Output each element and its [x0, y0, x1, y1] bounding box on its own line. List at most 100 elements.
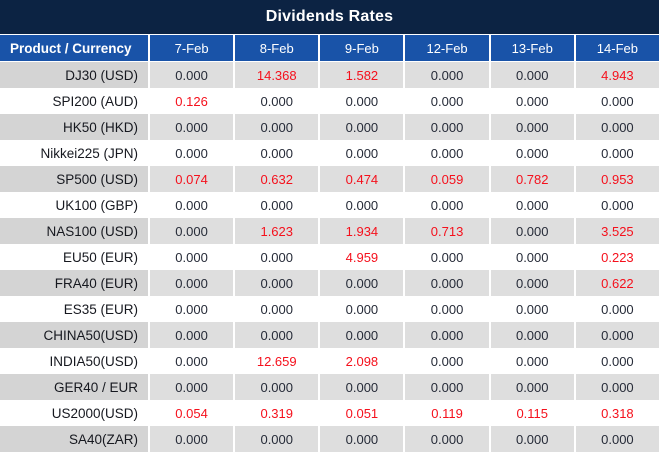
product-label: CHINA50(USD): [0, 322, 148, 348]
product-label: DJ30 (USD): [0, 62, 148, 88]
product-label: SA40(ZAR): [0, 426, 148, 452]
product-label: SP500 (USD): [0, 166, 148, 192]
dividend-value: 0.000: [405, 348, 489, 374]
table-row: INDIA50(USD) 0.000 12.659 2.098 0.000 0.000 0.…: [0, 348, 659, 374]
table-row: GER40 / EUR 0.000 0.000 0.000 0.000 0.000 0.00…: [0, 374, 659, 400]
dividend-value: 0.000: [405, 62, 489, 88]
table-row: CHINA50(USD) 0.000 0.000 0.000 0.000 0.000 0.0…: [0, 322, 659, 348]
product-label: INDIA50(USD): [0, 348, 148, 374]
table-row: SPI200 (AUD) 0.126 0.000 0.000 0.000 0.000 0.0…: [0, 88, 659, 114]
dividend-value: 12.659: [235, 348, 319, 374]
dividend-value: 0.713: [405, 218, 489, 244]
dividend-value: 0.000: [235, 192, 319, 218]
dividend-value: 0.000: [575, 140, 659, 166]
dividend-value: 0.054: [150, 400, 234, 426]
dividend-value: 0.319: [235, 400, 319, 426]
dividend-value: 0.000: [405, 192, 489, 218]
dividend-value: 0.318: [575, 400, 659, 426]
product-currency-column-header: Product / Currency: [0, 35, 148, 61]
product-label: SPI200 (AUD): [0, 88, 148, 114]
dividend-value: 0.000: [575, 426, 659, 452]
product-label: EU50 (EUR): [0, 244, 148, 270]
dividend-value: 0.000: [150, 114, 234, 140]
date-column-header: 9-Feb: [320, 35, 404, 61]
date-column-header: 7-Feb: [150, 35, 234, 61]
dividend-value: 0.000: [575, 374, 659, 400]
dividend-value: 0.953: [575, 166, 659, 192]
dividend-value: 0.000: [490, 270, 574, 296]
dividend-value: 0.000: [490, 322, 574, 348]
dividend-value: 0.000: [490, 218, 574, 244]
dividend-value: 0.000: [320, 140, 404, 166]
dividend-value: 0.000: [405, 270, 489, 296]
dividend-value: 0.000: [490, 88, 574, 114]
table-row: HK50 (HKD) 0.000 0.000 0.000 0.000 0.000 0.000: [0, 114, 659, 140]
dividend-value: 0.000: [235, 270, 319, 296]
dividend-value: 0.000: [235, 114, 319, 140]
dividend-value: 0.000: [405, 322, 489, 348]
dividend-value: 0.000: [405, 140, 489, 166]
table-row: SP500 (USD) 0.074 0.632 0.474 0.059 0.782 0.95…: [0, 166, 659, 192]
dividend-value: 0.000: [320, 322, 404, 348]
dividend-value: 0.223: [575, 244, 659, 270]
dividend-value: 0.000: [405, 374, 489, 400]
dividend-value: 0.000: [405, 426, 489, 452]
table-body: DJ30 (USD) 0.000 14.368 1.582 0.000 0.000 4.94…: [0, 62, 659, 452]
dividend-value: 4.959: [320, 244, 404, 270]
table-row: SA40(ZAR) 0.000 0.000 0.000 0.000 0.000 0.000: [0, 426, 659, 452]
dividend-value: 0.000: [320, 426, 404, 452]
dividend-value: 0.000: [235, 426, 319, 452]
dividend-value: 0.000: [235, 244, 319, 270]
dividend-value: 0.000: [320, 192, 404, 218]
dividend-value: 0.000: [575, 192, 659, 218]
dividend-value: 2.098: [320, 348, 404, 374]
dividend-value: 0.000: [490, 244, 574, 270]
dividend-value: 0.000: [235, 88, 319, 114]
table-row: US2000(USD) 0.054 0.319 0.051 0.119 0.115 0.31…: [0, 400, 659, 426]
table-row: Nikkei225 (JPN) 0.000 0.000 0.000 0.000 0.000…: [0, 140, 659, 166]
dividend-value: 0.000: [235, 140, 319, 166]
dividend-value: 0.000: [405, 244, 489, 270]
product-label: US2000(USD): [0, 400, 148, 426]
dividend-value: 0.000: [150, 374, 234, 400]
table-row: NAS100 (USD) 0.000 1.623 1.934 0.713 0.000 3.5…: [0, 218, 659, 244]
dividend-value: 0.000: [405, 88, 489, 114]
product-label: FRA40 (EUR): [0, 270, 148, 296]
dividend-value: 0.126: [150, 88, 234, 114]
dividend-value: 0.782: [490, 166, 574, 192]
product-label: Nikkei225 (JPN): [0, 140, 148, 166]
dividend-value: 0.000: [575, 322, 659, 348]
dividend-value: 0.000: [575, 348, 659, 374]
dividend-value: 0.000: [150, 426, 234, 452]
dividend-value: 0.000: [575, 88, 659, 114]
dividend-value: 0.000: [150, 62, 234, 88]
dividend-value: 0.074: [150, 166, 234, 192]
dividend-value: 0.000: [150, 322, 234, 348]
dividend-value: 0.000: [150, 296, 234, 322]
table-row: DJ30 (USD) 0.000 14.368 1.582 0.000 0.000 4.94…: [0, 62, 659, 88]
dividend-value: 0.000: [150, 192, 234, 218]
product-label: NAS100 (USD): [0, 218, 148, 244]
dividend-value: 0.000: [320, 270, 404, 296]
dividend-value: 0.000: [490, 114, 574, 140]
dividend-value: 14.368: [235, 62, 319, 88]
table-row: ES35 (EUR) 0.000 0.000 0.000 0.000 0.000 0.000: [0, 296, 659, 322]
dividend-value: 0.000: [235, 322, 319, 348]
dividend-value: 0.000: [575, 296, 659, 322]
dividend-value: 0.000: [575, 114, 659, 140]
dividend-value: 0.622: [575, 270, 659, 296]
dividend-value: 0.000: [320, 374, 404, 400]
dividend-value: 0.000: [405, 114, 489, 140]
dividend-value: 0.059: [405, 166, 489, 192]
product-label: UK100 (GBP): [0, 192, 148, 218]
dividend-value: 1.582: [320, 62, 404, 88]
dividend-value: 0.000: [150, 218, 234, 244]
dividend-value: 0.000: [490, 192, 574, 218]
dividend-value: 0.000: [235, 296, 319, 322]
dividend-value: 0.000: [235, 374, 319, 400]
table-row: FRA40 (EUR) 0.000 0.000 0.000 0.000 0.000 0.62…: [0, 270, 659, 296]
dividend-value: 0.051: [320, 400, 404, 426]
dividend-value: 4.943: [575, 62, 659, 88]
dividend-value: 0.000: [320, 296, 404, 322]
